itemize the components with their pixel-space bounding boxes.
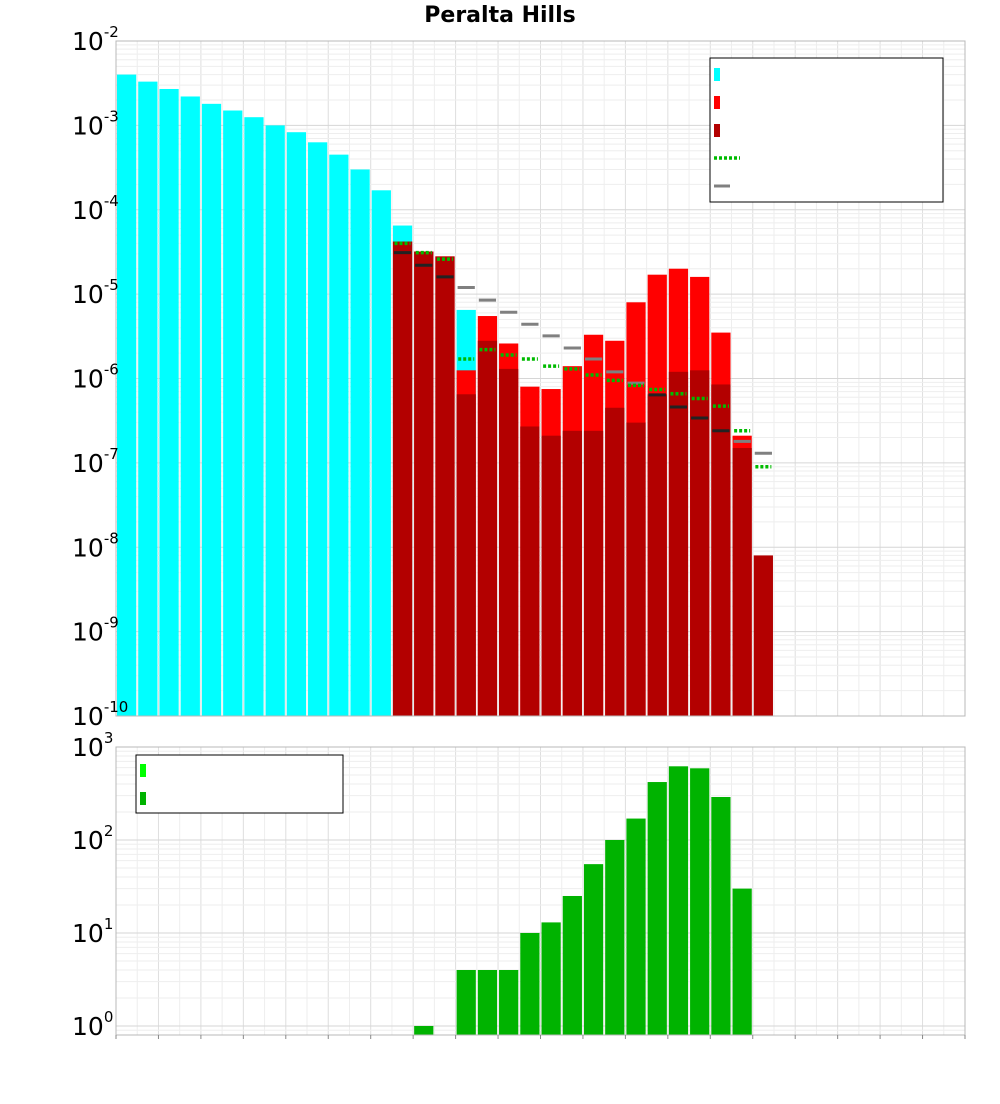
- utilized-ruptures-bar: [520, 932, 540, 1035]
- sub-seismogenic-bar: [350, 169, 370, 716]
- sub-seismogenic-bar: [223, 110, 243, 716]
- sub-seismogenic-bar: [308, 142, 328, 716]
- nucleation-bar: [414, 251, 434, 716]
- utilized-ruptures-bar: [562, 895, 582, 1035]
- utilized-ruptures-bar: [414, 1025, 434, 1035]
- bottom-legend-box: [135, 754, 344, 814]
- top-ytick-label: 10-6: [72, 361, 119, 394]
- utilized-ruptures-bar: [690, 768, 710, 1035]
- bottom-ytick-label: 101: [72, 915, 113, 948]
- sub-seismogenic-bar: [371, 190, 391, 716]
- top-legend-box: [709, 57, 944, 203]
- sub-seismogenic-bar: [180, 96, 200, 716]
- nucleation-bar: [541, 435, 561, 716]
- bottom-ytick-label: 100: [72, 1008, 113, 1041]
- legend-swatch-2: [714, 124, 720, 137]
- nucleation-bar: [668, 371, 689, 716]
- nucleation-bar: [520, 426, 540, 716]
- top-ytick-label: 10-10: [72, 698, 128, 731]
- nucleation-bar: [753, 555, 773, 716]
- utilized-ruptures-bar: [605, 839, 625, 1035]
- nucleation-bar: [499, 368, 519, 716]
- bottom-legend-swatch-0: [140, 764, 146, 777]
- nucleation-bar: [477, 340, 498, 716]
- sub-seismogenic-bar: [329, 154, 349, 716]
- legend-swatch-0: [714, 68, 720, 81]
- nucleation-bar: [626, 422, 646, 716]
- nucleation-bar: [435, 256, 455, 716]
- sub-seismogenic-bar: [159, 88, 179, 716]
- bottom-ytick-label: 102: [72, 822, 113, 855]
- nucleation-bar: [392, 241, 413, 717]
- utilized-ruptures-bar: [541, 922, 561, 1035]
- top-ytick-label: 10-7: [72, 445, 119, 478]
- nucleation-bar: [605, 407, 625, 716]
- sub-seismogenic-bar: [117, 74, 137, 717]
- top-ytick-label: 10-5: [72, 276, 119, 309]
- top-ytick-label: 10-9: [72, 614, 119, 647]
- nucleation-bar: [456, 394, 476, 716]
- nucleation-bar: [711, 384, 731, 716]
- bottom-legend-swatch-1: [140, 792, 146, 805]
- sub-seismogenic-bar: [265, 125, 285, 716]
- utilized-ruptures-bar: [456, 969, 476, 1035]
- utilized-ruptures-bar: [499, 969, 519, 1035]
- sub-seismogenic-bar: [201, 103, 222, 717]
- nucleation-bar: [690, 370, 710, 716]
- sub-seismogenic-bar: [138, 81, 158, 717]
- nucleation-bar: [647, 394, 667, 716]
- sub-seismogenic-bar: [244, 117, 264, 716]
- nucleation-bar: [732, 448, 752, 716]
- top-ytick-label: 10-4: [72, 192, 119, 225]
- chart-title: Peralta Hills: [424, 3, 575, 28]
- utilized-ruptures-bar: [668, 766, 689, 1035]
- bottom-ytick-label: 103: [72, 729, 113, 762]
- top-ytick-label: 10-2: [72, 23, 119, 56]
- nucleation-bar: [583, 430, 604, 716]
- top-plot-frame: [115, 40, 966, 717]
- top-ytick-label: 10-3: [72, 107, 119, 140]
- utilized-ruptures-bar: [583, 864, 604, 1035]
- legend-swatch-1: [714, 96, 720, 109]
- utilized-ruptures-bar: [626, 818, 646, 1035]
- top-ytick-label: 10-8: [72, 529, 119, 562]
- utilized-ruptures-bar: [647, 782, 667, 1035]
- utilized-ruptures-bar: [477, 969, 498, 1035]
- utilized-ruptures-bar: [732, 888, 752, 1035]
- nucleation-bar: [562, 430, 582, 716]
- sub-seismogenic-bar: [286, 132, 307, 717]
- utilized-ruptures-bar: [711, 796, 731, 1035]
